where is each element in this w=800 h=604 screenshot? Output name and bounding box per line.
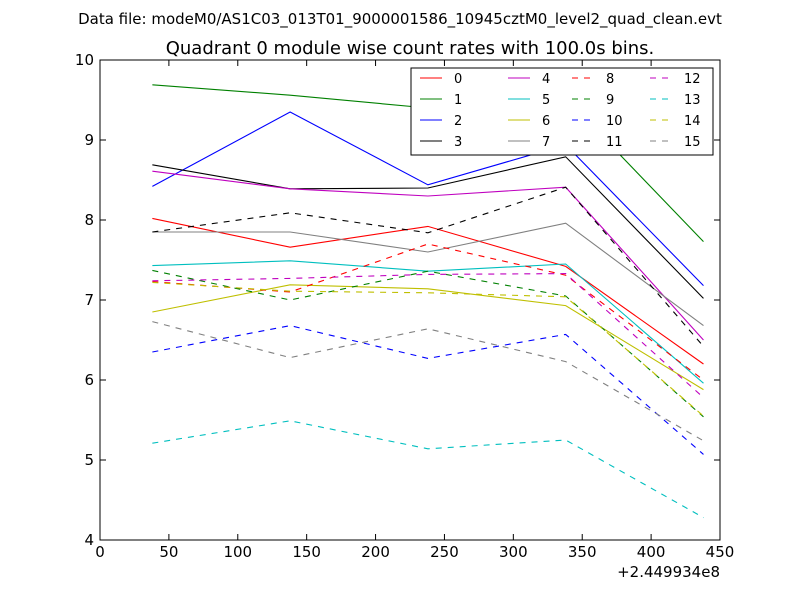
legend-label-4: 4 [542, 72, 550, 87]
legend-label-10: 10 [606, 114, 623, 129]
x-tick-label: 200 [361, 543, 390, 561]
legend-label-7: 7 [542, 135, 550, 150]
series-line-13 [152, 420, 704, 519]
x-tick-label: 250 [430, 543, 459, 561]
legend-label-2: 2 [454, 114, 462, 129]
x-tick-label: 0 [95, 543, 105, 561]
legend-label-6: 6 [542, 114, 550, 129]
series-line-7 [152, 222, 704, 327]
chart-title: Quadrant 0 module wise count rates with … [166, 38, 655, 59]
y-tick-label: 10 [75, 51, 94, 69]
legend-label-15: 15 [684, 135, 701, 150]
series-line-2 [152, 111, 704, 286]
x-tick-label: 50 [159, 543, 178, 561]
legend-label-3: 3 [454, 135, 462, 150]
series-line-0 [152, 217, 704, 365]
series-line-9 [152, 269, 704, 418]
series-line-4 [152, 170, 704, 341]
series-line-8 [152, 243, 704, 381]
series-lines [152, 84, 704, 519]
legend-label-13: 13 [684, 93, 701, 108]
y-tick-label: 6 [84, 371, 94, 389]
series-line-3 [152, 156, 704, 299]
legend-label-8: 8 [606, 72, 614, 87]
series-line-5 [152, 260, 704, 384]
y-tick-label: 9 [84, 131, 94, 149]
y-tick-label: 4 [84, 531, 94, 549]
series-line-6 [152, 284, 704, 391]
x-tick-label: 400 [637, 543, 666, 561]
legend-label-12: 12 [684, 72, 701, 87]
legend-label-11: 11 [606, 135, 623, 150]
x-tick-label: 350 [568, 543, 597, 561]
legend-label-1: 1 [454, 93, 462, 108]
legend-label-5: 5 [542, 93, 550, 108]
x-tick-label: 300 [499, 543, 528, 561]
legend-label-14: 14 [684, 114, 701, 129]
y-tick-label: 5 [84, 451, 94, 469]
y-tick-label: 7 [84, 291, 94, 309]
x-tick-label: 150 [292, 543, 321, 561]
series-line-11 [152, 186, 704, 347]
series-line-10 [152, 325, 704, 455]
data-file-label: Data file: modeM0/AS1C03_013T01_90000015… [78, 10, 722, 29]
legend-label-0: 0 [454, 72, 462, 87]
x-tick-label: 100 [223, 543, 252, 561]
y-tick-label: 8 [84, 211, 94, 229]
x-tick-label: 450 [706, 543, 735, 561]
x-offset-label: +2.449934e8 [617, 563, 720, 581]
legend-label-9: 9 [606, 93, 614, 108]
series-line-14 [152, 281, 704, 417]
